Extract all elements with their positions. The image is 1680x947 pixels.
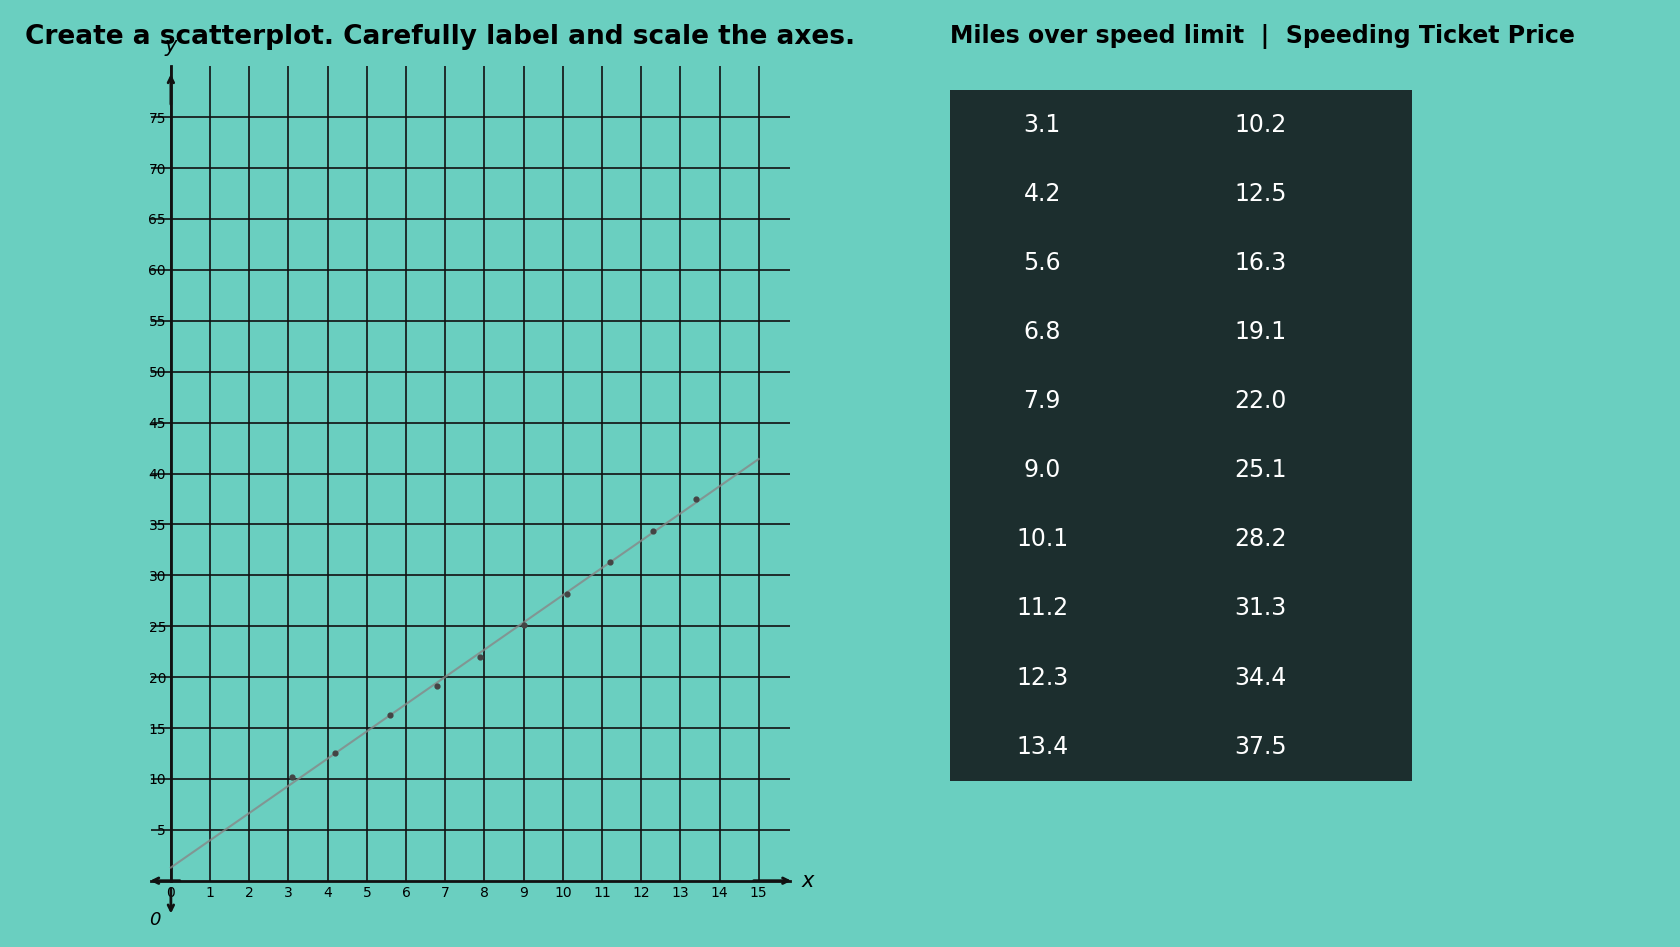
Text: 28.2: 28.2 [1233,527,1287,551]
Text: 34.4: 34.4 [1233,666,1287,689]
Text: 31.3: 31.3 [1233,597,1287,620]
Text: 22.0: 22.0 [1233,389,1287,413]
Text: 9.0: 9.0 [1023,458,1060,482]
Point [638,523,665,538]
Text: Create a scatterplot. Carefully label and scale the axes.: Create a scatterplot. Carefully label an… [25,24,855,49]
Point [279,769,306,784]
Point [467,650,494,665]
Text: 7.9: 7.9 [1023,389,1060,413]
Text: 6.8: 6.8 [1023,320,1060,344]
Point [596,555,623,570]
Point [376,707,403,723]
Point [423,679,450,694]
Text: 0: 0 [150,911,161,929]
Text: 19.1: 19.1 [1233,320,1287,344]
Text: x: x [801,870,813,891]
Point [553,586,580,601]
Text: 10.1: 10.1 [1015,527,1068,551]
Text: y: y [165,36,176,56]
Text: 11.2: 11.2 [1015,597,1068,620]
Text: 37.5: 37.5 [1233,735,1287,759]
Text: 5.6: 5.6 [1023,251,1060,275]
Text: Miles over speed limit  |  Speeding Ticket Price: Miles over speed limit | Speeding Ticket… [949,24,1574,48]
Text: 12.3: 12.3 [1015,666,1068,689]
Text: 25.1: 25.1 [1233,458,1287,482]
Text: 13.4: 13.4 [1015,735,1068,759]
Point [323,746,349,761]
Text: 16.3: 16.3 [1233,251,1287,275]
Text: 4.2: 4.2 [1023,182,1060,205]
Text: 10.2: 10.2 [1233,113,1287,136]
Text: 12.5: 12.5 [1233,182,1287,205]
Point [509,617,536,633]
Point [682,491,709,507]
Text: 3.1: 3.1 [1023,113,1060,136]
